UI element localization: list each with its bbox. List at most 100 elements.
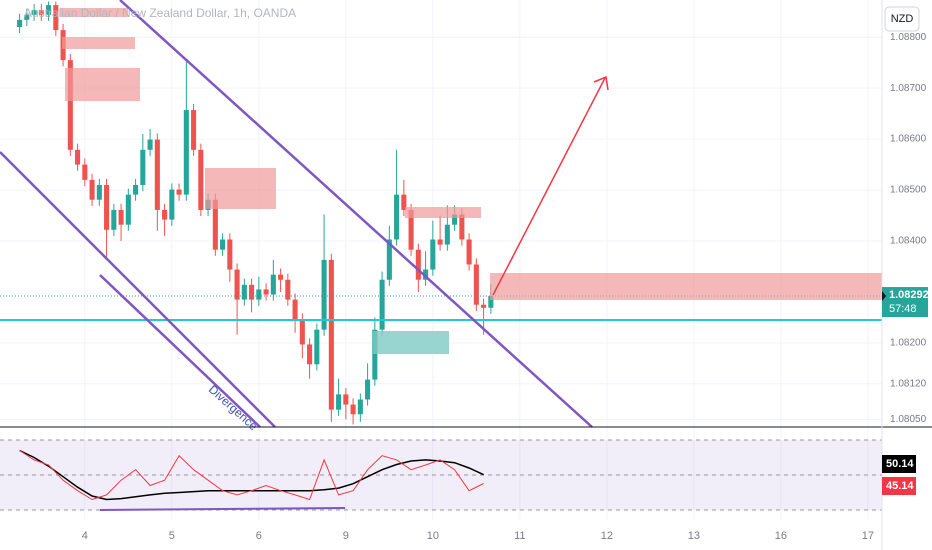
value-tag [882, 477, 916, 495]
candle-body [89, 179, 95, 200]
supply-zone [490, 273, 882, 300]
candle-body [263, 289, 269, 295]
last-price-tag [882, 287, 928, 318]
candle-body [111, 209, 117, 230]
supply-zone [205, 168, 276, 209]
candle-body [328, 259, 334, 410]
x-tick-label: 10 [427, 530, 439, 542]
candle-body [357, 399, 363, 415]
candle-body [24, 14, 30, 20]
y-tick-label: 1.08120 [890, 378, 927, 389]
candle-body [154, 139, 160, 210]
candle-body [104, 184, 110, 230]
candle-body [17, 19, 23, 28]
currency-button[interactable] [884, 6, 920, 32]
x-tick-label: 16 [775, 530, 787, 542]
candle-body [307, 344, 313, 365]
y-tick-label: 1.08500 [890, 185, 927, 196]
value-tag [882, 455, 916, 473]
candle-body [488, 296, 494, 308]
candle-body [473, 264, 479, 305]
candle-body [176, 189, 182, 195]
candle-body [31, 10, 37, 15]
indicator-line [19, 450, 484, 501]
candle-body [67, 60, 73, 150]
supply-zone [62, 37, 135, 49]
value-tag-label: 45.14 [886, 480, 914, 492]
candle-body [183, 110, 189, 195]
candle-body [227, 239, 233, 270]
candle-body [343, 394, 349, 405]
candle-body [82, 164, 88, 180]
candle-body [285, 279, 291, 300]
candle-body [350, 404, 356, 415]
candle-body [481, 304, 487, 308]
y-tick-label: 1.08050 [890, 414, 927, 425]
candle-body [437, 239, 443, 245]
x-tick-label: 9 [343, 530, 349, 542]
candle-body [372, 329, 378, 380]
candle-body [234, 269, 240, 300]
candle-body [379, 279, 385, 330]
supply-zone [405, 207, 481, 218]
x-tick-label: 5 [169, 530, 175, 542]
currency-button-label[interactable]: NZD [891, 13, 914, 25]
candle-body [140, 149, 146, 185]
candle-body [191, 110, 197, 150]
trend-line [99, 274, 261, 428]
candle-body [53, 5, 59, 31]
candle-body [386, 239, 392, 280]
countdown-label: 57:48 [889, 303, 917, 315]
candle-body [365, 379, 371, 400]
x-tick-label: 17 [862, 530, 874, 542]
supply-zone [65, 68, 140, 101]
candle-body [125, 194, 131, 225]
x-tick-label: 4 [82, 530, 88, 542]
divergence-line [99, 507, 346, 511]
supply-zone [60, 8, 128, 17]
candle-body [198, 149, 204, 210]
candle-body [241, 284, 247, 300]
candle-body [133, 184, 139, 195]
candle-body [162, 209, 168, 220]
candle-body [401, 194, 407, 210]
y-tick-label: 1.08200 [890, 338, 927, 349]
candle-body [408, 209, 414, 250]
candle-body [96, 184, 102, 200]
y-tick-label: 1.08400 [890, 236, 927, 247]
value-tag-label: 50.14 [886, 458, 914, 470]
candle-body [314, 329, 320, 365]
candle-body [292, 299, 298, 320]
demand-zone [373, 331, 449, 354]
price-marker [882, 291, 886, 302]
x-tick-label: 12 [601, 530, 613, 542]
candle-body [220, 239, 226, 250]
y-tick-label: 1.08600 [890, 134, 927, 145]
candle-body [459, 214, 465, 240]
candle-body [270, 274, 276, 295]
y-tick-label: 1.08800 [890, 32, 927, 43]
y-tick-label: 1.08700 [890, 83, 927, 94]
candle-body [415, 249, 421, 280]
x-tick-label: 6 [256, 530, 262, 542]
trend-line [119, 0, 593, 428]
x-tick-label: 11 [514, 530, 525, 542]
chart-title: Australian Dollar / New Zealand Dollar, … [24, 6, 296, 20]
arrow-head [593, 75, 609, 91]
candle-body [444, 224, 450, 245]
candle-body [75, 149, 81, 165]
candle-body [466, 239, 472, 265]
labels-layer: 1.08800 1.08700 1.08600 1.08500 1.08400 1.082… [82, 32, 929, 542]
arrow [492, 77, 606, 296]
candle-body [321, 259, 327, 330]
x-tick-label: 13 [688, 530, 700, 542]
candle-body [278, 274, 284, 280]
candle-body [336, 394, 342, 410]
candle-body [118, 209, 124, 225]
candle-body [147, 139, 153, 150]
trend-line [0, 151, 276, 428]
candle-body [38, 10, 44, 15]
candle-body [212, 199, 218, 250]
